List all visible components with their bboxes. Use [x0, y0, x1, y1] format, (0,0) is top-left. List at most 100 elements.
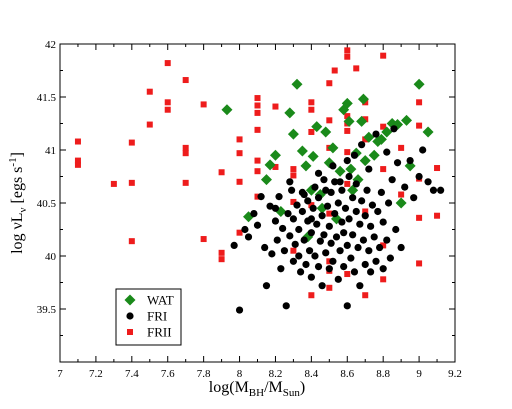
x-tick-label: 7.2 — [89, 368, 103, 380]
fri-point — [295, 252, 303, 260]
frii-point — [272, 163, 279, 170]
fri-point — [305, 247, 314, 255]
y-tick-label: 42 — [45, 39, 56, 51]
fri-point — [361, 260, 369, 269]
frii-point — [416, 99, 423, 106]
fri-point — [291, 240, 299, 248]
fri-point — [437, 186, 445, 194]
fri-point — [350, 268, 359, 276]
wat-point — [375, 133, 387, 145]
fri-point — [320, 176, 328, 184]
fri-point — [289, 215, 298, 223]
fri-point — [262, 282, 271, 290]
legend-marker-wat — [124, 294, 136, 306]
wat-point — [296, 145, 308, 157]
fri-point — [322, 186, 330, 194]
y-tick-labels: 39.5 40 40.5 41 41.5 42 — [37, 39, 57, 316]
fri-point — [320, 231, 328, 239]
wat-point — [260, 174, 272, 186]
fri-point — [289, 257, 298, 265]
legend-marker-fri — [126, 312, 134, 320]
fri-point — [379, 218, 387, 226]
wat-point — [264, 159, 276, 171]
frii-point — [344, 180, 351, 187]
fri-point — [266, 202, 274, 210]
x-tick-label: 8.8 — [376, 368, 390, 380]
fri-point — [288, 186, 296, 194]
frii-point — [182, 179, 189, 186]
x-tick-label: 7 — [57, 368, 63, 380]
fri-point — [401, 183, 409, 191]
fri-point — [356, 282, 364, 290]
fri-point — [314, 169, 323, 177]
fri-point — [372, 257, 380, 265]
fri-point — [300, 190, 308, 199]
fri-point — [268, 250, 276, 258]
fri-point — [311, 252, 319, 260]
fri-point — [275, 193, 283, 201]
frii-point — [398, 144, 405, 151]
fri-point — [316, 237, 324, 245]
frii-point — [380, 276, 387, 283]
fri-point — [343, 302, 351, 310]
wat-point — [334, 165, 346, 177]
frii-point — [362, 116, 369, 123]
wat-point — [356, 115, 368, 127]
x-axis-label: log(MBH/MSun) — [209, 379, 305, 399]
fri-point — [241, 225, 249, 234]
fri-point — [410, 194, 418, 202]
frii-point — [110, 180, 117, 187]
wat-point — [311, 121, 323, 133]
fri-point — [372, 130, 380, 138]
fri-point — [349, 194, 357, 202]
frii-point — [344, 47, 351, 54]
fri-point — [358, 141, 366, 149]
fri-point — [375, 243, 384, 252]
fri-point — [341, 204, 350, 212]
legend-marker-frii — [127, 329, 133, 335]
frii-point — [146, 121, 153, 128]
data-points — [74, 47, 445, 314]
fri-point — [365, 247, 373, 255]
frii-point — [254, 95, 261, 102]
wat-point — [269, 149, 281, 161]
frii-point — [200, 236, 207, 243]
frii-point — [254, 102, 261, 109]
frii-point — [164, 60, 171, 67]
frii-point — [128, 139, 135, 146]
fri-point — [383, 236, 391, 244]
fri-point — [368, 201, 377, 209]
fri-point — [338, 218, 346, 226]
frii-point — [74, 161, 81, 168]
frii-point — [308, 128, 315, 135]
fri-point — [356, 220, 364, 228]
fri-point — [307, 229, 315, 237]
fri-point — [253, 221, 262, 229]
wat-point — [381, 126, 393, 138]
frii-point — [344, 149, 351, 156]
x-tick-label: 9.2 — [448, 368, 462, 380]
frii-point — [236, 229, 243, 236]
frii-point — [416, 122, 423, 129]
wat-point — [307, 150, 319, 162]
x-tick-label: 8.2 — [269, 368, 283, 380]
frii-point — [290, 247, 297, 254]
fri-point — [354, 243, 362, 252]
wat-point — [368, 149, 380, 161]
x-tick-label: 8.6 — [340, 368, 354, 380]
fri-point — [336, 178, 344, 186]
frii-point — [290, 198, 297, 205]
frii-point — [344, 271, 351, 278]
fri-point — [261, 243, 269, 252]
fri-point — [340, 263, 348, 271]
frii-point — [236, 150, 243, 157]
fri-point — [331, 210, 339, 218]
wat-point — [363, 131, 375, 143]
fri-point — [279, 224, 287, 233]
fri-point — [367, 222, 375, 230]
fri-point — [325, 265, 333, 273]
x-tick-label: 7.8 — [197, 368, 211, 380]
frii-point — [290, 172, 297, 179]
x-tick-label: 7.6 — [161, 368, 175, 380]
